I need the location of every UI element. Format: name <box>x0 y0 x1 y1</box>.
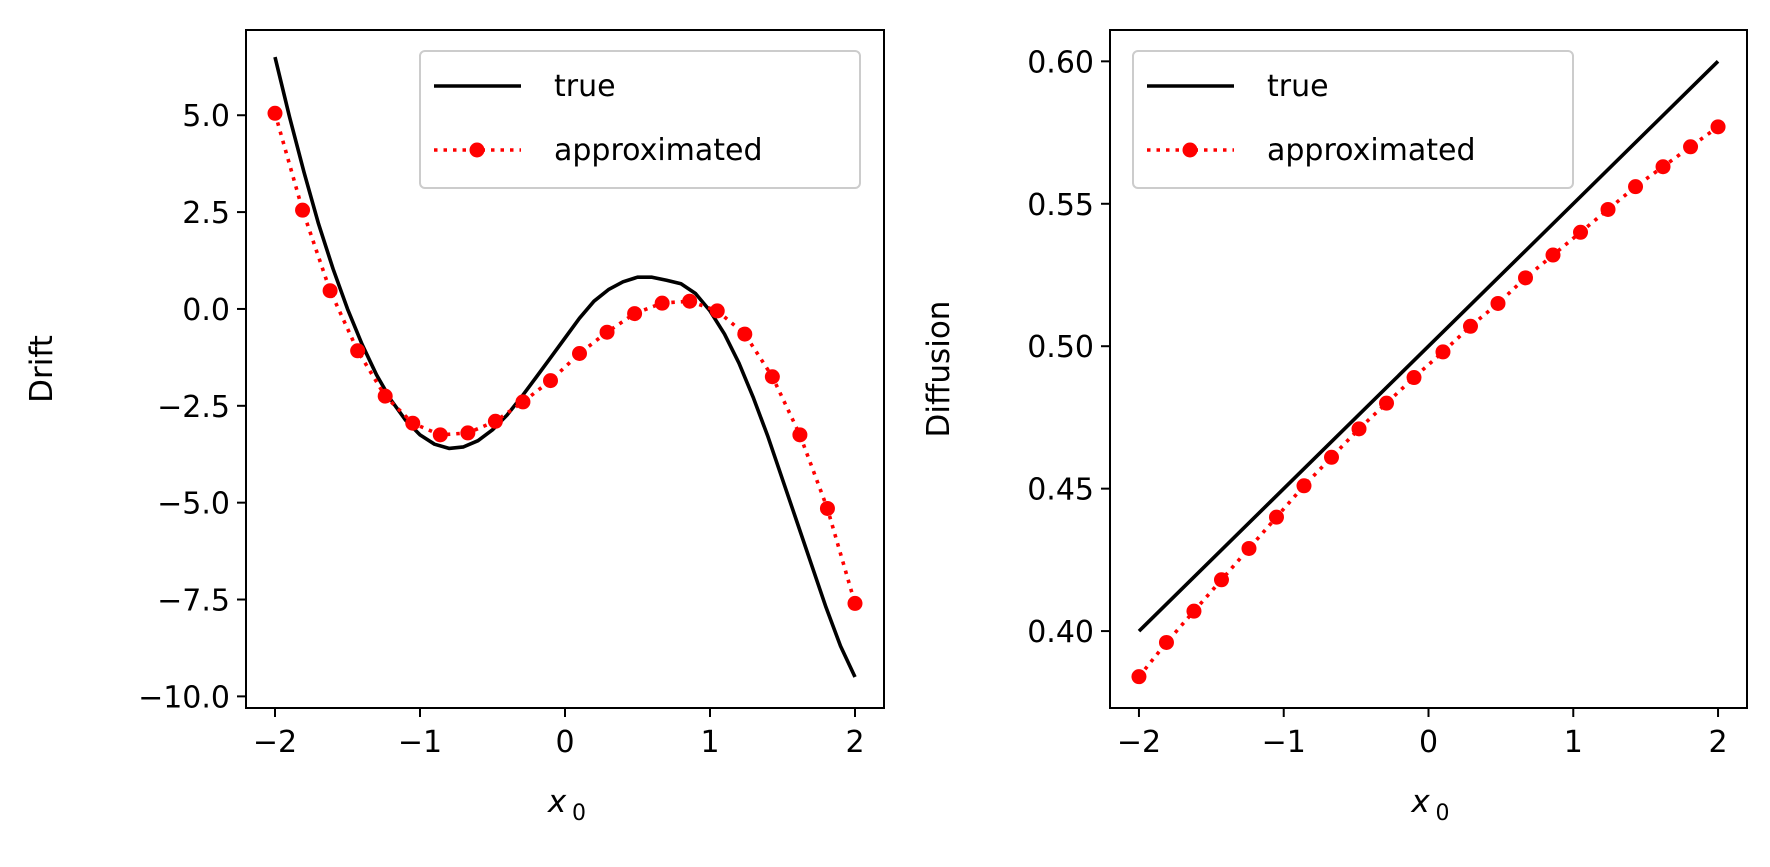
drift-legend-box <box>419 50 861 189</box>
diffusion-approx-point <box>1324 449 1340 465</box>
diffusion-x-axis-label-subscript: 0 <box>1436 801 1450 826</box>
drift-x-tick-label: −2 <box>253 725 297 760</box>
drift-approx-point <box>792 427 808 443</box>
diffusion-y-tick-label: 0.50 <box>1027 330 1094 365</box>
diffusion-approx-point <box>1241 540 1257 556</box>
drift-approx-point <box>682 293 698 309</box>
diffusion-approx-point <box>1517 270 1533 286</box>
drift-chart: −2 −1 0 1 25.02.50.0−2.5−5.0−7.5−10.0x 0Drift… <box>24 29 885 826</box>
drift-legend-approx-label: approximated <box>554 133 763 168</box>
drift-y-tick-label: −10.0 <box>138 680 230 715</box>
diffusion-approx-point <box>1573 224 1589 240</box>
drift-y-tick-label: 0.0 <box>182 293 230 328</box>
drift-approx-point <box>599 324 615 340</box>
diffusion-x-tick-label: −1 <box>1262 725 1306 760</box>
diffusion-legend-approx-label: approximated <box>1267 133 1476 168</box>
diffusion-approx-point <box>1268 509 1284 525</box>
diffusion-x-tick-label: 2 <box>1708 725 1727 760</box>
drift-true-line <box>273 56 857 678</box>
diffusion-approx-point <box>1351 421 1367 437</box>
diffusion-approx-point <box>1545 247 1561 263</box>
drift-approx-point <box>487 413 503 429</box>
diffusion-approx-point <box>1158 634 1174 650</box>
diffusion-approx-point <box>1683 139 1699 155</box>
diffusion-approx-line <box>1137 125 1720 678</box>
diffusion-approx-point <box>1710 119 1726 135</box>
diffusion-y-tick-label: 0.55 <box>1027 188 1094 223</box>
diffusion-y-axis-label: Diffusion <box>921 301 957 438</box>
diffusion-legend-true-label: true <box>1267 69 1329 104</box>
diffusion-approx-point <box>1655 159 1671 175</box>
diffusion-true-line <box>1137 60 1720 633</box>
drift-approx-point <box>377 388 393 404</box>
drift-approx-point <box>847 595 863 611</box>
drift-legend: true approximated <box>419 50 861 189</box>
drift-y-tick-label: −5.0 <box>157 487 230 522</box>
diffusion-approx-point <box>1435 344 1451 360</box>
diffusion-legend: true approximated <box>1132 50 1574 189</box>
drift-y-axis-label: Drift <box>24 335 60 403</box>
drift-approx-point <box>627 306 643 322</box>
drift-approx-point <box>654 295 670 311</box>
drift-approx-point <box>322 283 338 299</box>
drift-approx-point <box>432 427 448 443</box>
diffusion-y-tick-label: 0.40 <box>1027 615 1094 650</box>
drift-legend-true-label: true <box>554 69 616 104</box>
drift-x-tick-label: −1 <box>398 725 442 760</box>
drift-y-tick-label: −7.5 <box>157 584 230 619</box>
diffusion-legend-approx-marker <box>1182 142 1198 158</box>
drift-x-axis-label: x <box>547 784 567 820</box>
drift-x-tick-label: 1 <box>700 725 719 760</box>
drift-approx-point <box>819 500 835 516</box>
diffusion-approx-point <box>1379 395 1395 411</box>
drift-approx-point <box>460 425 476 441</box>
diffusion-approx-point <box>1628 179 1644 195</box>
diffusion-x-axis-label: x <box>1410 784 1430 820</box>
diffusion-approx-point <box>1213 572 1229 588</box>
drift-approx-point <box>515 394 531 410</box>
diffusion-legend-box <box>1132 50 1574 189</box>
diffusion-x-tick-label: 1 <box>1564 725 1583 760</box>
drift-x-axis-label-subscript: 0 <box>572 801 586 826</box>
drift-approx-point <box>350 343 366 359</box>
drift-approx-point <box>405 415 421 431</box>
drift-legend-approx-marker <box>469 142 485 158</box>
diffusion-y-tick-label: 0.45 <box>1027 473 1094 508</box>
diffusion-approx-point <box>1186 603 1202 619</box>
drift-approx-point <box>295 202 311 218</box>
diffusion-approx-point <box>1600 201 1616 217</box>
drift-y-tick-label: 5.0 <box>182 99 230 134</box>
diffusion-x-tick-label: −2 <box>1117 725 1161 760</box>
drift-approx-point <box>737 326 753 342</box>
drift-approx-point <box>764 369 780 385</box>
drift-y-tick-label: 2.5 <box>182 196 230 231</box>
drift-approx-line <box>273 112 857 604</box>
drift-approx-point <box>709 303 725 319</box>
drift-x-tick-label: 0 <box>555 725 574 760</box>
drift-approx-point <box>543 373 558 389</box>
diffusion-approx-point <box>1296 478 1312 494</box>
diffusion-x-tick-label: 0 <box>1419 725 1438 760</box>
drift-approx-point <box>267 105 283 121</box>
drift-x-tick-label: 2 <box>845 725 864 760</box>
drift-approx-point <box>572 346 587 362</box>
diffusion-approx-point <box>1490 295 1506 311</box>
diffusion-chart: −2 −1 0 1 20.600.550.500.450.40x 0Diffusiontr… <box>921 29 1748 826</box>
diffusion-approx-point <box>1406 370 1422 386</box>
diffusion-approx-point <box>1462 318 1478 334</box>
diffusion-approx-point <box>1131 669 1147 685</box>
diffusion-y-tick-label: 0.60 <box>1027 45 1094 80</box>
drift-y-tick-label: −2.5 <box>157 390 230 425</box>
